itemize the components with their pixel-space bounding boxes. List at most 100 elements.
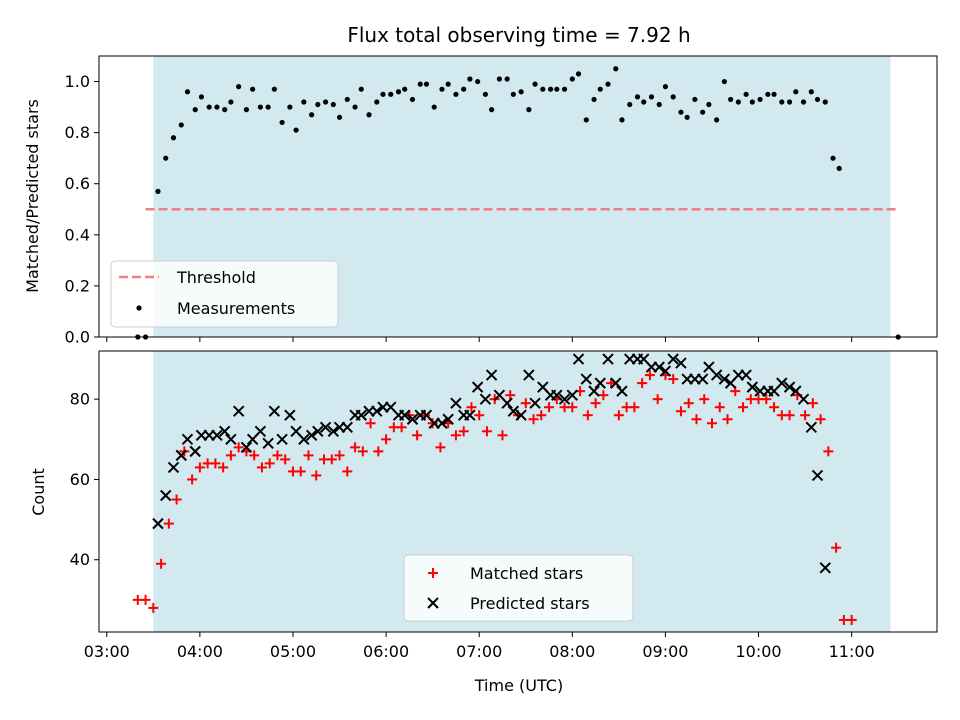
matched-star-point: [140, 594, 151, 605]
matched-star-point: [218, 462, 229, 473]
top-y-tick-label: 0.4: [65, 225, 90, 244]
measurement-point: [453, 91, 459, 97]
chart-title: Flux total observing time = 7.92 h: [347, 23, 690, 47]
x-tick-label: 03:00: [84, 642, 130, 661]
predicted-star-point: [740, 369, 752, 381]
measurement-point: [692, 96, 698, 103]
measurement-point: [170, 135, 177, 141]
matched-star-point: [652, 394, 663, 405]
measurement-point: [417, 81, 423, 87]
matched-star-point: [769, 402, 780, 413]
measurement-point: [749, 99, 755, 105]
top-legend: Threshold Measurements: [110, 260, 339, 328]
matched-star-point: [303, 450, 314, 461]
matched-star-point: [381, 434, 392, 445]
measurement-point: [648, 94, 655, 100]
measurement-point: [641, 99, 647, 105]
matched-star-point: [536, 410, 547, 421]
predicted-star-point: [355, 409, 367, 421]
measurement-point: [670, 94, 676, 100]
measurement-point: [358, 86, 364, 92]
measurement-point: [206, 104, 212, 110]
measurement-point: [271, 86, 277, 92]
measurement-point: [163, 155, 169, 161]
predicted-star-point: [450, 397, 462, 409]
measurement-point: [155, 188, 161, 194]
measurement-point: [315, 101, 321, 108]
predicted-star-point: [298, 433, 310, 446]
matched-star-point: [582, 410, 593, 421]
measurement-point: [779, 99, 785, 105]
matched-star-point: [505, 390, 516, 401]
matched-star-point: [613, 410, 624, 421]
measurement-point: [569, 76, 575, 82]
matched-star-point: [458, 426, 469, 437]
x-tick-label: 06:00: [363, 642, 409, 661]
matched-star-point: [187, 474, 198, 485]
top-axes-frame: [98, 55, 938, 338]
x-axis-label: Time (UTC): [474, 676, 563, 695]
predicted-star-point: [718, 373, 731, 385]
legend-measurements-label: Measurements: [177, 299, 295, 318]
predicted-star-point: [529, 397, 541, 409]
measurement-point: [634, 94, 641, 100]
matched-star-point: [225, 450, 236, 461]
predicted-star-point: [653, 361, 665, 373]
predicted-star-point: [268, 405, 281, 417]
bottom-y-tick-label: 80: [70, 390, 90, 409]
matched-star-point: [800, 410, 811, 421]
measurement-point: [554, 86, 560, 92]
matched-star-point: [256, 462, 267, 473]
predicted-star-point: [566, 389, 579, 401]
measurement-point: [526, 107, 532, 113]
measurement-point: [445, 81, 451, 87]
measurement-point: [786, 99, 793, 105]
matched-star-point: [637, 378, 648, 389]
measurement-point: [374, 99, 380, 105]
x-tick-label: 11:00: [829, 642, 875, 661]
measurement-point: [482, 91, 489, 97]
predicted-star-point: [312, 425, 324, 437]
predicted-star-point: [515, 409, 527, 421]
matched-star-point: [823, 446, 834, 457]
matched-star-point: [761, 394, 772, 405]
measurement-point: [402, 86, 408, 92]
predicted-star-point: [659, 365, 672, 377]
measurement-point: [822, 99, 828, 105]
measurement-point: [243, 107, 250, 113]
measurement-point: [395, 89, 402, 95]
predicted-star-point: [218, 425, 231, 437]
measurement-point: [330, 101, 336, 108]
matched-star-point: [350, 442, 361, 453]
x-tick-label: 04:00: [177, 642, 223, 661]
matched-star-point: [342, 466, 353, 477]
measurement-point: [489, 107, 495, 113]
bottom-legend: Matched stars Predicted stars: [403, 554, 634, 622]
top-y-tick-label: 0.6: [65, 174, 90, 193]
predicted-star-point: [175, 449, 187, 462]
bottom-axes-frame: [98, 350, 938, 633]
bottom-y-tick-label: 60: [70, 470, 90, 489]
measurement-point: [721, 78, 727, 85]
measurement-point: [380, 91, 386, 97]
matched-star-point: [784, 410, 795, 421]
measurement-point: [800, 99, 807, 105]
predicted-star-point: [501, 397, 513, 409]
measurement-point: [192, 107, 198, 113]
predicted-star-point: [327, 425, 340, 437]
matched-star-point: [497, 430, 508, 441]
measurement-point: [344, 96, 350, 103]
matched-star-point: [590, 398, 601, 409]
matched-star-point: [163, 518, 174, 529]
matched-star-point: [567, 402, 578, 413]
measurement-point: [728, 96, 734, 103]
matched-star-point: [194, 462, 205, 473]
predicted-star-point: [588, 385, 600, 397]
measurement-point: [439, 86, 445, 92]
predicted-star-point: [594, 377, 606, 389]
measurement-point: [814, 96, 821, 103]
predicted-star-point: [507, 405, 520, 417]
predicted-star-point: [746, 381, 759, 393]
top-y-tick-label: 1.0: [65, 72, 90, 91]
measurement-point: [619, 117, 625, 123]
